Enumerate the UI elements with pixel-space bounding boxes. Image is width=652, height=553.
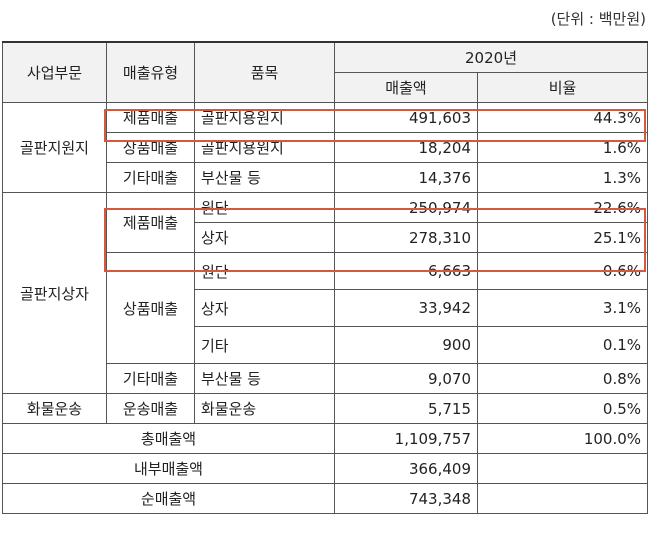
type-cell: 기타매출 xyxy=(106,363,195,394)
table-row: 골판지원지 제품매출 골판지용원지 491,603 44.3% xyxy=(2,102,649,193)
net-ratio xyxy=(476,483,649,514)
table-row: 기타매출 부산물 등 9,070 0.8% xyxy=(3,363,649,394)
item-cell: 부산물 등 xyxy=(194,363,335,394)
sales-cell: 6,663 xyxy=(334,252,478,290)
total-sales: 1,109,757 xyxy=(334,423,478,454)
total-ratio: 100.0% xyxy=(476,423,649,454)
sales-cell: 33,942 xyxy=(334,289,478,327)
item-cell: 화물운송 xyxy=(194,393,335,424)
item-cell: 원단 xyxy=(194,252,335,290)
item-cell: 골판지용원지 xyxy=(194,102,335,133)
sales-cell: 9,070 xyxy=(334,363,478,394)
sales-cell: 278,310 xyxy=(334,222,478,253)
header-item: 품목 xyxy=(194,41,335,103)
type-cell: 제품매출 xyxy=(106,192,195,253)
ratio-cell: 1.6% xyxy=(476,132,649,163)
type-cell: 제품매출 xyxy=(106,102,195,133)
table-row: 상자 33,942 3.1% xyxy=(3,289,649,327)
internal-row: 내부매출액 366,409 xyxy=(2,453,649,484)
ratio-cell: 1.3% xyxy=(476,162,649,193)
table-row: 상자 278,310 25.1% xyxy=(3,222,649,253)
division-cell: 골판지상자 xyxy=(2,192,107,394)
ratio-cell: 44.3% xyxy=(476,102,649,133)
item-cell: 기타 xyxy=(194,326,335,364)
sales-table: 사업부문 매출유형 품목 2020년 매출액 비율 골판지원지 제품매출 골판지… xyxy=(2,41,649,514)
table-row: 기타매출 부산물 등 14,376 1.3% xyxy=(3,162,649,193)
sales-cell: 5,715 xyxy=(334,393,478,424)
item-cell: 상자 xyxy=(194,289,335,327)
header-ratio: 비율 xyxy=(476,72,649,103)
internal-label: 내부매출액 xyxy=(2,453,335,484)
header-sales: 매출액 xyxy=(334,72,478,103)
table-row: 화물운송 운송매출 화물운송 5,715 0.5% xyxy=(2,393,649,424)
ratio-cell: 0.8% xyxy=(476,363,649,394)
header-division: 사업부문 xyxy=(2,41,107,103)
table-row: 기타 900 0.1% xyxy=(3,326,649,364)
table-row: 골판지상자 제품매출 원단 250,974 22.6% xyxy=(2,192,649,394)
type-cell: 기타매출 xyxy=(106,162,195,193)
item-cell: 원단 xyxy=(194,192,335,223)
type-cell: 상품매출 xyxy=(106,252,195,364)
ratio-cell: 0.6% xyxy=(476,252,649,290)
sales-cell: 900 xyxy=(334,326,478,364)
internal-sales: 366,409 xyxy=(334,453,478,484)
item-cell: 상자 xyxy=(194,222,335,253)
internal-ratio xyxy=(476,453,649,484)
sales-cell: 14,376 xyxy=(334,162,478,193)
table-row: 상품매출 골판지용원지 18,204 1.6% xyxy=(3,132,649,163)
division-cell: 화물운송 xyxy=(2,393,107,424)
ratio-cell: 0.1% xyxy=(476,326,649,364)
sales-cell: 250,974 xyxy=(334,192,478,223)
net-label: 순매출액 xyxy=(2,483,335,514)
ratio-cell: 0.5% xyxy=(476,393,649,424)
type-cell: 상품매출 xyxy=(106,132,195,163)
header-sales-type: 매출유형 xyxy=(106,41,195,103)
net-sales: 743,348 xyxy=(334,483,478,514)
total-label: 총매출액 xyxy=(2,423,335,454)
item-cell: 부산물 등 xyxy=(194,162,335,193)
header-year: 2020년 xyxy=(333,41,649,73)
division-cell: 골판지원지 xyxy=(2,102,107,193)
sales-cell: 491,603 xyxy=(334,102,478,133)
net-row: 순매출액 743,348 xyxy=(2,483,649,514)
ratio-cell: 22.6% xyxy=(476,192,649,223)
ratio-cell: 25.1% xyxy=(476,222,649,253)
sales-cell: 18,204 xyxy=(334,132,478,163)
type-cell: 운송매출 xyxy=(106,393,195,424)
item-cell: 골판지용원지 xyxy=(194,132,335,163)
unit-label: (단위 : 백만원) xyxy=(550,10,646,28)
ratio-cell: 3.1% xyxy=(476,289,649,327)
total-row: 총매출액 1,109,757 100.0% xyxy=(2,423,649,454)
